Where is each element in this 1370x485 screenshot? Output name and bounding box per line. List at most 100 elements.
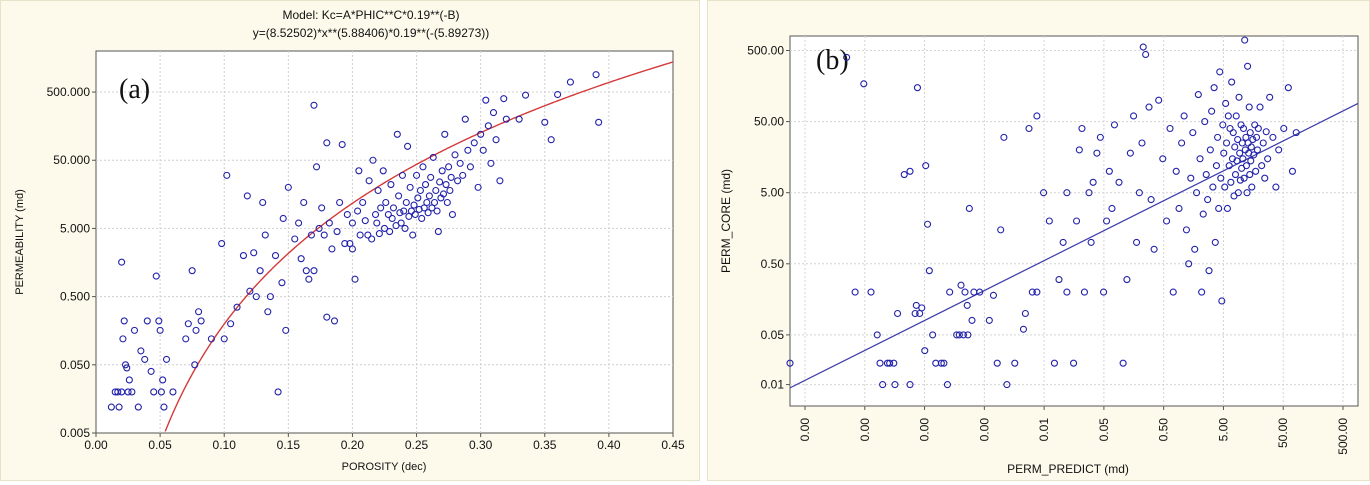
data-point (906, 381, 914, 389)
chart-title: Model: Kc=A*PHIC**C*0.19**(-B) (282, 8, 459, 22)
data-point (1139, 43, 1147, 51)
data-point (1239, 124, 1248, 133)
data-point (402, 198, 410, 207)
data-point (368, 235, 376, 243)
data-point (438, 167, 446, 175)
data-point (1288, 167, 1297, 175)
data-point (325, 219, 333, 227)
data-point (1199, 210, 1207, 218)
data-point (377, 204, 385, 212)
data-point (1063, 288, 1071, 296)
data-point (867, 288, 875, 296)
data-point (1085, 189, 1093, 197)
x-tick-label: 0.20 (341, 438, 365, 452)
data-point (197, 317, 205, 325)
data-point (207, 335, 215, 343)
data-point (843, 53, 851, 61)
data-point (410, 201, 418, 209)
data-point (929, 331, 937, 339)
data-point (436, 178, 444, 186)
data-point (1240, 174, 1248, 182)
data-point (279, 214, 287, 223)
data-point (250, 249, 258, 257)
data-point (302, 267, 310, 275)
panel-label: (a) (119, 74, 150, 105)
scatter-chart-porosity-permeability: 0.00 0.05 0.10 0.15 0.20 0.25 0.30 0.35 0.40 0.45… (14, 8, 685, 473)
data-point (1003, 381, 1011, 389)
data-point (433, 207, 441, 215)
data-point (1130, 112, 1138, 120)
data-point (425, 192, 433, 200)
data-point (310, 101, 318, 109)
data-point (1235, 93, 1243, 101)
data-point (192, 326, 200, 334)
data-point (937, 359, 945, 367)
data-point (1093, 149, 1101, 157)
data-point (906, 167, 914, 175)
data-point (1228, 78, 1236, 86)
data-point (282, 326, 290, 334)
data-point (323, 139, 331, 147)
data-point (291, 235, 299, 243)
data-point (361, 217, 369, 225)
data-point (851, 288, 859, 296)
data-point (1178, 139, 1186, 147)
data-point (434, 228, 442, 236)
data-point (1254, 124, 1262, 133)
data-point (130, 326, 139, 334)
data-point (1089, 178, 1097, 186)
data-point (284, 183, 292, 191)
data-point (421, 181, 430, 189)
data-point (891, 381, 899, 389)
x-tick-label: 0.45 (661, 438, 685, 452)
data-point (1211, 238, 1219, 246)
data-point (1163, 217, 1171, 225)
data-point (397, 219, 405, 227)
data-point (1142, 50, 1150, 59)
data-point (295, 219, 303, 227)
data-point (1169, 288, 1177, 296)
y-tick-label: 50.000 (53, 153, 90, 167)
data-point (359, 198, 367, 207)
data-point (1248, 183, 1256, 191)
x-axis-title: POROSITY (dec) (342, 461, 427, 473)
data-point (860, 80, 868, 88)
data-point (150, 388, 158, 396)
data-point (393, 130, 401, 138)
data-point (443, 198, 451, 207)
data-point (924, 220, 932, 228)
fit-line (789, 102, 1359, 389)
data-point (1222, 99, 1230, 108)
data-point (300, 198, 308, 207)
data-point (959, 331, 968, 339)
data-point (1220, 149, 1228, 157)
data-point (442, 181, 450, 189)
data-point (454, 177, 462, 185)
data-point (328, 245, 336, 253)
data-point (1253, 133, 1261, 141)
data-point (911, 309, 919, 318)
data-point (424, 209, 432, 217)
y-tick-label: 5.000 (60, 221, 90, 235)
x-tick-label: 0.00 (858, 418, 872, 442)
data-point (989, 291, 998, 299)
y-axis-title: PERMEABILITY (md) (14, 189, 26, 295)
data-point (1210, 84, 1218, 92)
data-point (925, 267, 933, 275)
data-point (470, 139, 478, 147)
data-point (389, 204, 398, 212)
data-point (1246, 129, 1254, 137)
data-point (411, 210, 419, 219)
data-point (156, 326, 164, 334)
x-tick-label: 0.00 (977, 418, 991, 442)
data-point (1021, 309, 1029, 318)
data-point (1247, 157, 1255, 165)
data-point (375, 230, 383, 238)
data-point (416, 186, 424, 195)
data-point (1019, 325, 1028, 333)
data-point (1232, 112, 1240, 120)
data-point (918, 304, 926, 312)
chart-subtitle: y=(8.52502)*x**(5.88406)*0.19**(-(5.8927… (253, 26, 489, 40)
data-point (1215, 204, 1223, 213)
data-point (1028, 288, 1036, 296)
